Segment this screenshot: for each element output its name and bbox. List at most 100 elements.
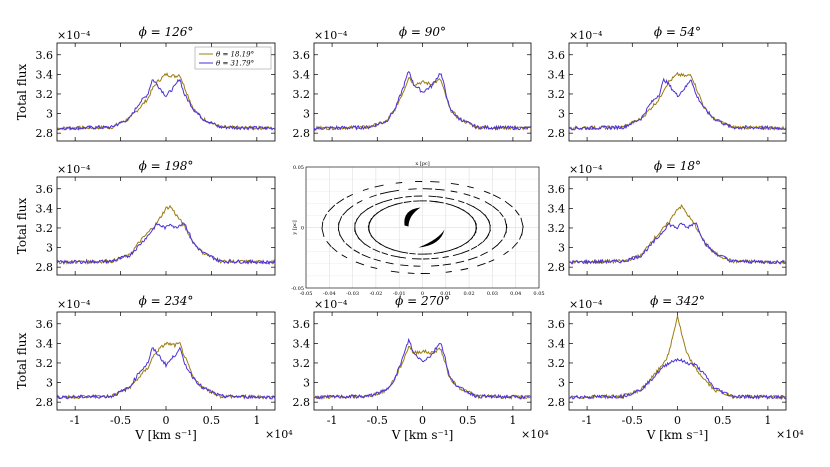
orbit-dash bbox=[492, 205, 500, 212]
orbit-dash bbox=[487, 219, 491, 227]
series-line-theta-31 bbox=[56, 346, 276, 400]
y-tick-label: 3.2 bbox=[548, 88, 566, 101]
orbit-dash bbox=[372, 248, 381, 253]
y-tick-label: 3.6 bbox=[293, 318, 311, 331]
orbit-dash bbox=[492, 194, 501, 200]
orbit-dash bbox=[356, 200, 363, 204]
y-tick-label: 3.2 bbox=[293, 88, 311, 101]
y-tick-label: 3.6 bbox=[293, 49, 311, 62]
orbit-dash bbox=[483, 190, 491, 195]
panel-7: -1 -0.5 0 0.5 1 2.8 3 3.2 3.4 3.6×10⁻⁴ ϕ = 234° V [… bbox=[15, 294, 293, 442]
panel-9: -1 -0.5 0 0.5 1 2.8 3 3.2 3.4 3.6×10⁻⁴ ϕ = 342° V [… bbox=[548, 294, 805, 442]
orbit-dash bbox=[442, 256, 449, 259]
y-tick-label: 2.8 bbox=[36, 127, 54, 140]
y-multiplier: ×10⁻⁴ bbox=[57, 163, 91, 176]
orbit-dash bbox=[482, 234, 490, 243]
series-line-theta-31 bbox=[313, 337, 532, 400]
orbit-x-tick-label: -0.02 bbox=[369, 291, 382, 297]
y-tick-label: 3 bbox=[46, 377, 53, 390]
series-line-theta-31 bbox=[568, 357, 787, 401]
orbit-dash bbox=[339, 234, 345, 243]
y-tick-label: 3 bbox=[558, 377, 565, 390]
orbit-x-tick-label: -0.05 bbox=[300, 291, 313, 297]
orbit-grid bbox=[305, 166, 540, 289]
orbit-dash bbox=[436, 196, 443, 198]
y-tick-label: 3.2 bbox=[36, 222, 54, 235]
orbit-dash bbox=[364, 243, 371, 249]
orbit-dash bbox=[430, 181, 440, 183]
y-multiplier: ×10⁻⁴ bbox=[57, 29, 91, 42]
y-tick-label: 3.6 bbox=[36, 318, 54, 331]
orbit-dash bbox=[431, 265, 440, 267]
y-tick-label: 3.6 bbox=[548, 183, 566, 196]
orbit-crescent bbox=[404, 207, 421, 227]
orbit-dash bbox=[461, 249, 470, 254]
orbit-dash bbox=[369, 194, 377, 198]
panel-title: ϕ = 18° bbox=[654, 159, 701, 173]
y-tick-label: 2.8 bbox=[36, 261, 54, 274]
orbit-dash bbox=[385, 261, 394, 265]
orbit-dash bbox=[331, 246, 338, 253]
orbit-dash bbox=[463, 193, 471, 197]
orbit-dash bbox=[366, 205, 374, 210]
orbit-y-tick-label: -0.05 bbox=[291, 286, 304, 292]
orbit-dash bbox=[445, 271, 452, 273]
orbit-dash bbox=[379, 191, 390, 195]
orbit-frame bbox=[305, 166, 540, 289]
orbit-dash bbox=[460, 268, 469, 271]
orbit-dash bbox=[452, 252, 463, 257]
x-tick-label: -1 bbox=[70, 414, 81, 427]
orbit-dash bbox=[435, 188, 445, 191]
orbit-dash bbox=[341, 254, 348, 259]
orbit-dash bbox=[390, 270, 400, 273]
orbit-dash bbox=[362, 188, 369, 191]
orbit-dash bbox=[395, 182, 403, 184]
orbit-dash bbox=[504, 200, 513, 208]
orbit-dash bbox=[458, 200, 465, 204]
orbit-dash bbox=[496, 239, 503, 247]
orbit-dash bbox=[499, 211, 504, 218]
orbit-dash bbox=[491, 244, 498, 250]
orbit-y-tick-label: 0 bbox=[301, 226, 304, 232]
orbit-dash bbox=[346, 193, 353, 198]
orbit-dash bbox=[375, 240, 382, 246]
orbit-dash bbox=[383, 198, 393, 203]
orbit-y-axis-label: y [pc] bbox=[292, 220, 298, 235]
x-tick-label: 0.5 bbox=[714, 414, 732, 427]
panel-1: 2.833.23.43.6×10⁻⁴ ϕ = 126°θ = 18.19°θ = … bbox=[15, 25, 276, 142]
orbit-dash bbox=[347, 205, 354, 211]
x-tick-label: -0.5 bbox=[110, 414, 131, 427]
orbit-dash bbox=[409, 252, 416, 255]
x-tick-label: 0.5 bbox=[459, 414, 477, 427]
y-tick-label: 3 bbox=[558, 242, 565, 255]
legend-entry: θ = 18.19° bbox=[216, 51, 254, 59]
legend-box bbox=[194, 46, 272, 70]
y-tick-label: 3.4 bbox=[293, 337, 311, 350]
series-line-theta-18 bbox=[56, 204, 276, 265]
orbit-dash bbox=[467, 185, 474, 189]
orbit-dash bbox=[503, 250, 509, 256]
orbit-x-axis-label: x [pc] bbox=[415, 161, 429, 167]
y-tick-label: 3.4 bbox=[36, 337, 54, 350]
y-multiplier: ×10⁻⁴ bbox=[569, 29, 603, 42]
orbit-dash bbox=[356, 213, 362, 221]
panel-2: 2.8 3 3.2 3.4 3.6×10⁻⁴ ϕ = 90° bbox=[293, 25, 532, 142]
y-tick-label: 3.6 bbox=[548, 49, 566, 62]
panel-title: ϕ = 54° bbox=[654, 25, 701, 39]
panel-title: ϕ = 198° bbox=[139, 159, 194, 173]
x-tick-label: 0 bbox=[419, 414, 426, 427]
orbit-dash bbox=[484, 201, 493, 206]
orbit-dash bbox=[480, 251, 488, 257]
series-line-theta-18 bbox=[568, 71, 787, 131]
orbit-dash bbox=[445, 202, 453, 206]
x-multiplier: ×10⁴ bbox=[776, 428, 804, 441]
series-line-theta-31 bbox=[313, 70, 532, 131]
orbit-dash bbox=[400, 251, 409, 254]
orbit-dash bbox=[375, 201, 384, 206]
y-tick-label: 3.4 bbox=[548, 202, 566, 215]
orbit-dash bbox=[400, 264, 409, 267]
orbit-dash bbox=[394, 202, 403, 206]
y-tick-label: 3.4 bbox=[36, 202, 54, 215]
series-line-theta-31 bbox=[568, 77, 787, 131]
orbit-dash bbox=[353, 249, 360, 254]
